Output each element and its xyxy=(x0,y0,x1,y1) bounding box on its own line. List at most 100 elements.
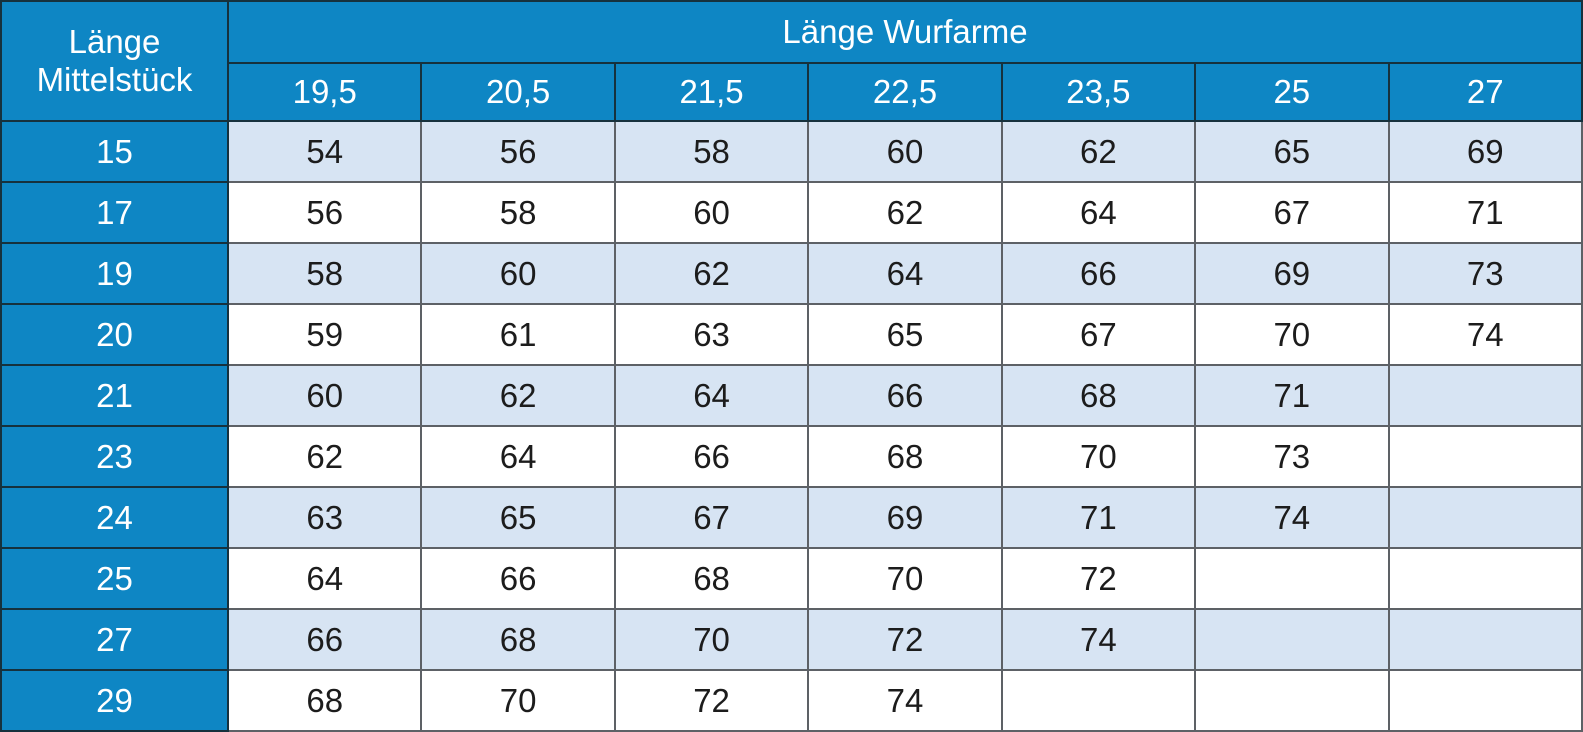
value-cell xyxy=(1387,669,1583,732)
value-cell: 71 xyxy=(1000,486,1197,549)
value-cell: 62 xyxy=(1000,120,1197,183)
group-header-row: Länge Mittelstück Länge Wurfarme xyxy=(0,0,1583,122)
value-cell: 72 xyxy=(807,608,1003,671)
table-row: 19 58 60 62 64 66 69 73 xyxy=(0,242,1583,305)
value-cell: 68 xyxy=(420,608,616,671)
table-row: 15 54 56 58 60 62 65 69 xyxy=(0,120,1583,183)
value-cell: 74 xyxy=(1000,608,1197,671)
value-cell: 65 xyxy=(420,486,616,549)
row-header-27: 27 xyxy=(0,608,229,671)
row-header-15: 15 xyxy=(0,120,229,183)
value-cell: 62 xyxy=(613,242,810,305)
value-cell: 67 xyxy=(1194,181,1390,244)
value-cell: 68 xyxy=(1000,364,1197,427)
value-cell: 58 xyxy=(613,120,810,183)
value-cell: 68 xyxy=(226,669,423,732)
value-cell: 67 xyxy=(613,486,810,549)
value-cell: 70 xyxy=(1194,303,1390,366)
value-cell xyxy=(1000,669,1197,732)
value-cell: 73 xyxy=(1387,242,1583,305)
value-cell: 69 xyxy=(1387,120,1583,183)
value-cell: 66 xyxy=(226,608,423,671)
column-header-21-5: 21,5 xyxy=(613,62,810,122)
value-cell: 59 xyxy=(226,303,423,366)
row-header-24: 24 xyxy=(0,486,229,549)
table-row: 24 63 65 67 69 71 74 xyxy=(0,486,1583,549)
row-header-29: 29 xyxy=(0,669,229,732)
value-cell: 69 xyxy=(807,486,1003,549)
value-cell: 72 xyxy=(1000,547,1197,610)
value-cell: 74 xyxy=(1387,303,1583,366)
value-cell: 58 xyxy=(420,181,616,244)
value-cell: 65 xyxy=(807,303,1003,366)
value-cell: 70 xyxy=(807,547,1003,610)
value-cell: 56 xyxy=(420,120,616,183)
value-cell: 73 xyxy=(1194,425,1390,488)
column-header-25: 25 xyxy=(1194,62,1390,122)
value-cell xyxy=(1387,364,1583,427)
value-cell: 66 xyxy=(1000,242,1197,305)
value-cell: 63 xyxy=(226,486,423,549)
column-header-19-5: 19,5 xyxy=(226,62,423,122)
value-cell: 68 xyxy=(807,425,1003,488)
value-cell: 70 xyxy=(420,669,616,732)
table-header: Länge Mittelstück Länge Wurfarme 19,5 20,… xyxy=(0,0,1583,122)
row-header-19: 19 xyxy=(0,242,229,305)
value-cell: 74 xyxy=(1194,486,1390,549)
value-cell: 71 xyxy=(1194,364,1390,427)
value-cell xyxy=(1387,486,1583,549)
value-cell: 67 xyxy=(1000,303,1197,366)
value-cell: 60 xyxy=(226,364,423,427)
value-cell xyxy=(1194,669,1390,732)
value-cell xyxy=(1194,547,1390,610)
value-cell: 64 xyxy=(420,425,616,488)
value-cell: 65 xyxy=(1194,120,1390,183)
table-row: 25 64 66 68 70 72 xyxy=(0,547,1583,610)
value-cell: 60 xyxy=(613,181,810,244)
table-row: 23 62 64 66 68 70 73 xyxy=(0,425,1583,488)
value-cell xyxy=(1387,547,1583,610)
value-cell: 62 xyxy=(420,364,616,427)
value-cell: 68 xyxy=(613,547,810,610)
row-header-17: 17 xyxy=(0,181,229,244)
value-cell: 63 xyxy=(613,303,810,366)
value-cell: 66 xyxy=(420,547,616,610)
value-cell xyxy=(1194,608,1390,671)
value-cell: 71 xyxy=(1387,181,1583,244)
value-cell: 64 xyxy=(1000,181,1197,244)
table-body: 15 54 56 58 60 62 65 69 17 56 58 60 62 64 67 71 19 58 60 62… xyxy=(0,120,1583,732)
corner-header-laenge-mittelstueck: Länge Mittelstück xyxy=(0,0,229,122)
table-row: 21 60 62 64 66 68 71 xyxy=(0,364,1583,427)
table-row: 20 59 61 63 65 67 70 74 xyxy=(0,303,1583,366)
value-cell xyxy=(1387,425,1583,488)
value-cell xyxy=(1387,608,1583,671)
value-cell: 70 xyxy=(1000,425,1197,488)
table-row: 29 68 70 72 74 xyxy=(0,669,1583,732)
column-header-20-5: 20,5 xyxy=(420,62,616,122)
row-header-21: 21 xyxy=(0,364,229,427)
value-cell: 74 xyxy=(807,669,1003,732)
column-header-27: 27 xyxy=(1387,62,1583,122)
value-cell: 60 xyxy=(807,120,1003,183)
value-cell: 64 xyxy=(613,364,810,427)
column-header-23-5: 23,5 xyxy=(1000,62,1197,122)
column-header-row: 19,5 20,5 21,5 22,5 23,5 25 27 xyxy=(1,62,1583,122)
value-cell: 58 xyxy=(226,242,423,305)
row-header-25: 25 xyxy=(0,547,229,610)
value-cell: 61 xyxy=(420,303,616,366)
value-cell: 62 xyxy=(807,181,1003,244)
value-cell: 66 xyxy=(613,425,810,488)
table-row: 17 56 58 60 62 64 67 71 xyxy=(0,181,1583,244)
row-header-20: 20 xyxy=(0,303,229,366)
value-cell: 72 xyxy=(613,669,810,732)
value-cell: 64 xyxy=(226,547,423,610)
value-cell: 54 xyxy=(226,120,423,183)
value-cell: 70 xyxy=(613,608,810,671)
column-header-22-5: 22,5 xyxy=(807,62,1003,122)
value-cell: 64 xyxy=(807,242,1003,305)
value-cell: 60 xyxy=(420,242,616,305)
value-cell: 56 xyxy=(226,181,423,244)
value-cell: 66 xyxy=(807,364,1003,427)
